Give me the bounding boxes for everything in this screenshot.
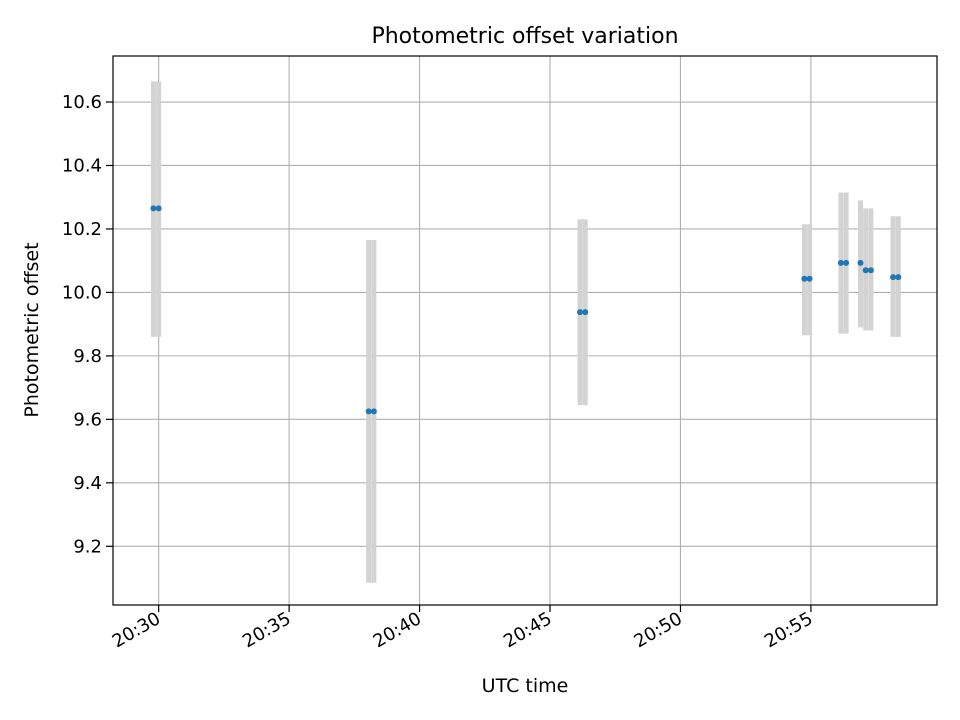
y-axis: 9.2 9.4 9.6 9.8 10.0 10.2 10.4 10.6: [62, 92, 113, 557]
data-point: [862, 267, 869, 274]
data-point: [837, 259, 844, 266]
data-point: [801, 275, 808, 282]
data-points: [150, 205, 902, 415]
data-point: [843, 259, 850, 266]
y-tick-label: 9.2: [73, 536, 102, 557]
data-point: [867, 267, 874, 274]
y-tick-label: 9.8: [73, 346, 102, 367]
data-point: [890, 274, 897, 281]
y-tick-label: 9.6: [73, 409, 102, 430]
y-axis-label: Photometric offset: [21, 242, 43, 417]
data-point: [806, 275, 813, 282]
chart-title: Photometric offset variation: [371, 24, 678, 49]
data-point: [155, 205, 162, 212]
y-tick-label: 10.4: [62, 155, 102, 176]
y-tick-label: 10.6: [62, 92, 102, 113]
data-point: [150, 205, 157, 212]
data-point: [577, 309, 584, 316]
y-tick-label: 10.2: [62, 219, 102, 240]
plot-frame: [112, 55, 938, 606]
data-point: [365, 408, 372, 415]
data-point: [895, 274, 902, 281]
y-tick-label: 10.0: [62, 282, 102, 303]
x-axis-label: UTC time: [482, 675, 569, 697]
y-tick-label: 9.4: [73, 473, 102, 494]
data-point: [582, 309, 589, 316]
data-point: [370, 408, 377, 415]
data-point: [857, 259, 864, 266]
